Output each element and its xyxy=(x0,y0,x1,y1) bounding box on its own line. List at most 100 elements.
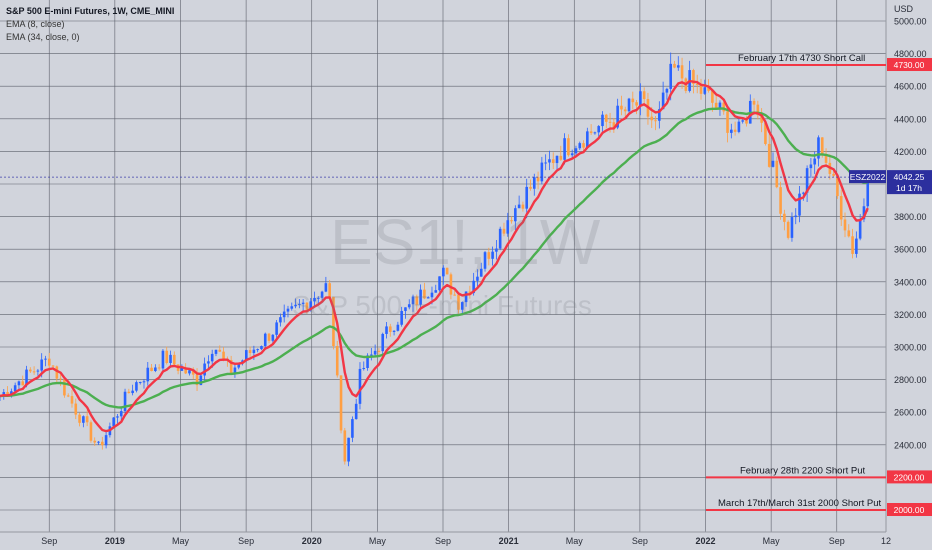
candle xyxy=(123,388,127,417)
candle-body xyxy=(654,120,657,122)
candle xyxy=(404,307,407,319)
candle-body xyxy=(313,297,316,302)
time-tick-label: 2020 xyxy=(302,536,322,546)
candle-body xyxy=(188,370,191,374)
candle xyxy=(540,156,544,185)
candle xyxy=(29,367,32,373)
ema-8-legend[interactable]: EMA (8, close) xyxy=(6,19,65,29)
candle-body xyxy=(741,120,744,122)
candle xyxy=(44,355,47,367)
candle xyxy=(623,106,627,117)
candle xyxy=(392,330,396,336)
time-tick-label: May xyxy=(566,536,584,546)
candle-body xyxy=(517,204,521,209)
candle xyxy=(415,294,419,311)
candle xyxy=(135,380,138,393)
candle-body xyxy=(866,177,870,207)
candle-body xyxy=(298,303,301,305)
candle-body xyxy=(377,350,381,352)
candle-body xyxy=(351,419,354,438)
candle xyxy=(479,262,483,277)
candle xyxy=(370,347,373,361)
candle xyxy=(343,427,347,465)
candle xyxy=(66,393,70,398)
candle-body xyxy=(97,441,100,443)
candle xyxy=(362,361,366,371)
ema-34-legend[interactable]: EMA (34, close, 0) xyxy=(6,32,80,42)
candle xyxy=(468,285,472,299)
candle-body xyxy=(669,63,672,89)
candle xyxy=(131,384,134,396)
candle-body xyxy=(51,365,55,367)
candle-body xyxy=(756,104,760,116)
candle-body xyxy=(78,414,81,423)
candle-body xyxy=(335,346,339,376)
candle xyxy=(733,121,737,136)
candle xyxy=(593,131,597,135)
candle-body xyxy=(839,196,843,220)
candle-body xyxy=(366,355,369,368)
candle-body xyxy=(502,228,506,234)
candle xyxy=(324,276,328,293)
candle xyxy=(85,410,89,427)
candle-body xyxy=(559,155,563,160)
candle xyxy=(832,171,835,178)
candle-body xyxy=(123,391,127,412)
candle-body xyxy=(135,382,138,391)
candle-body xyxy=(695,83,699,85)
symbol-tag: ESZ2022 xyxy=(850,172,886,182)
candle xyxy=(313,291,316,307)
candle-body xyxy=(711,90,714,103)
candle xyxy=(150,363,153,372)
candle xyxy=(173,351,176,366)
candle-body xyxy=(214,349,218,354)
candle-body xyxy=(245,350,248,361)
candle xyxy=(347,437,350,467)
symbol-title: S&P 500 E-mini Futures, 1W, CME_MINI xyxy=(6,6,175,16)
candle-body xyxy=(794,215,798,218)
candle-body xyxy=(267,333,271,341)
candle-body xyxy=(40,359,43,371)
candle-body xyxy=(104,435,108,446)
candle-body xyxy=(252,349,256,354)
candle xyxy=(142,378,146,389)
candle-body xyxy=(165,350,169,363)
candle-body xyxy=(805,168,809,193)
candle-body xyxy=(468,291,472,294)
candle xyxy=(423,282,426,300)
candle-body xyxy=(173,354,176,365)
candle xyxy=(741,119,744,124)
candle-body xyxy=(426,297,430,299)
price-tick-label: 2600.00 xyxy=(894,408,927,418)
candle-body xyxy=(392,330,396,332)
candle-body xyxy=(438,276,441,291)
price-tick-label: 4600.00 xyxy=(894,82,927,92)
candle-body xyxy=(642,91,646,100)
candle-body xyxy=(430,292,434,298)
candle xyxy=(555,155,559,172)
candle-body xyxy=(119,411,123,417)
candle xyxy=(502,222,506,237)
candle xyxy=(316,296,320,304)
candle xyxy=(411,294,415,312)
candle-body xyxy=(661,92,665,110)
annotation-price-tag-bg xyxy=(887,58,932,72)
candle-body xyxy=(328,283,331,297)
candle-body xyxy=(131,390,134,394)
candle-body xyxy=(404,307,407,311)
candle-body xyxy=(59,378,62,380)
price-tick-label: 3800.00 xyxy=(894,212,927,222)
candle xyxy=(157,364,161,371)
candle xyxy=(279,313,282,327)
candle-body xyxy=(764,122,767,144)
candle-body xyxy=(658,109,661,121)
time-tick-label: 2019 xyxy=(105,536,125,546)
candle-body xyxy=(301,302,305,304)
candle xyxy=(631,91,635,110)
candle-body xyxy=(817,137,820,159)
price-tick-label: 3200.00 xyxy=(894,310,927,320)
candle xyxy=(358,362,362,410)
candle-body xyxy=(47,358,51,366)
